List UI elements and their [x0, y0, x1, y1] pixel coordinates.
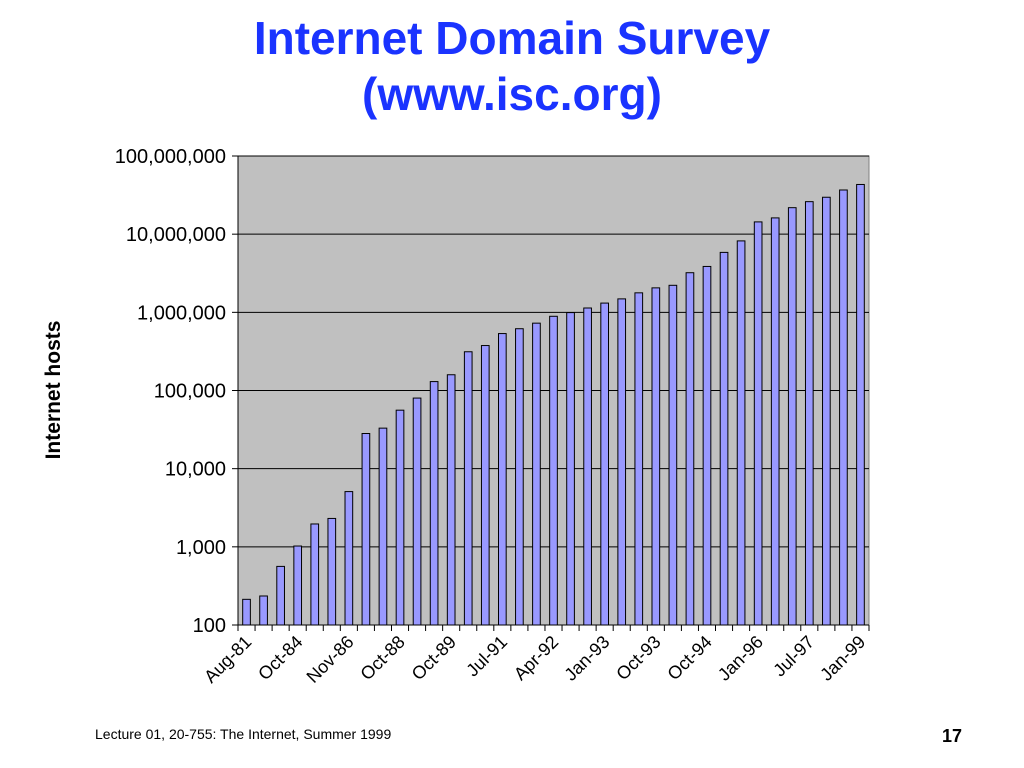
bar [463, 351, 473, 626]
bar [685, 272, 695, 626]
x-tick-label: Jan-96 [714, 632, 767, 685]
bar [668, 284, 678, 626]
bar [719, 251, 729, 626]
y-tick-label: 100,000 [154, 381, 226, 403]
slide-title: Internet Domain Survey (www.isc.org) [0, 10, 1024, 122]
bar [515, 328, 524, 626]
x-tick-label: Jul-97 [769, 632, 818, 681]
bar [344, 491, 354, 626]
bar [429, 381, 439, 626]
bar [446, 374, 456, 626]
x-tick-label: Oct-89 [408, 632, 460, 684]
bar [856, 183, 865, 626]
y-tick-label: 10,000 [165, 459, 226, 481]
x-tick-label: Jul-91 [462, 632, 511, 681]
bar [702, 265, 712, 626]
bar [804, 201, 814, 626]
bar [822, 196, 831, 626]
bar [310, 523, 320, 626]
bar [327, 517, 337, 626]
y-tick-label: 10,000,000 [126, 224, 226, 246]
y-axis-label: Internet hosts [42, 321, 65, 460]
y-tick-label: 1,000 [176, 537, 226, 559]
x-tick-label: Oct-93 [612, 632, 664, 684]
footer-text: Lecture 01, 20-755: The Internet, Summer… [95, 726, 392, 742]
bar [293, 545, 303, 626]
bar [361, 433, 371, 626]
bar [549, 315, 558, 626]
bar [276, 565, 285, 626]
slide-title-line1: Internet Domain Survey [253, 12, 771, 64]
y-tick-label: 100,000,000 [115, 146, 226, 168]
bar [395, 409, 405, 626]
bar [770, 217, 780, 626]
bar [839, 189, 848, 626]
x-tick-label: Oct-84 [254, 632, 306, 684]
bar [600, 302, 609, 626]
bar [480, 345, 490, 626]
bar [242, 598, 251, 626]
x-tick-label: Oct-88 [356, 632, 408, 684]
bar [532, 322, 541, 626]
x-tick-label: Oct-94 [663, 632, 715, 684]
slide-title-line2: (www.isc.org) [362, 68, 662, 120]
bar [617, 298, 627, 626]
bar [259, 595, 268, 626]
bar [634, 292, 644, 626]
x-tick-label: Aug-81 [200, 632, 255, 687]
bar [787, 207, 797, 626]
x-tick-label: Nov-86 [303, 632, 358, 687]
x-tick-label: Jan-93 [560, 632, 613, 685]
bar [753, 221, 763, 626]
page-number: 17 [941, 726, 962, 746]
x-tick-label: Jan-99 [816, 632, 869, 685]
bar [566, 312, 575, 626]
y-tick-label: 100 [193, 615, 226, 637]
y-tick-labels: 100 1,000 10,000 100,000 1,000,000 10,000,000… [115, 146, 238, 637]
bar [583, 307, 592, 626]
bar [412, 397, 422, 626]
bar [378, 427, 388, 626]
y-tick-label: 1,000,000 [137, 302, 226, 324]
x-tick-label: Apr-92 [510, 632, 562, 684]
bar [498, 333, 507, 626]
bar [651, 287, 661, 626]
bar [736, 240, 746, 626]
